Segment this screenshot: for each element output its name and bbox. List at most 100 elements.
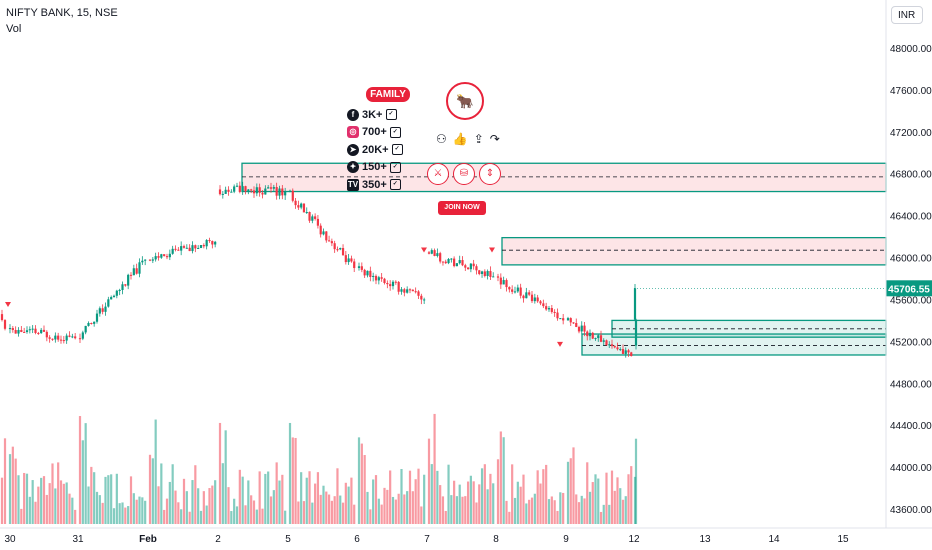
candle (374, 275, 378, 281)
volume-bar (281, 474, 284, 524)
volume-bar (118, 503, 121, 524)
candle (211, 241, 214, 245)
time-tick-label: 12 (628, 534, 640, 545)
candle (154, 256, 157, 260)
volume-bar (599, 511, 603, 524)
candle (496, 276, 500, 278)
volume-bar (25, 473, 29, 524)
candle (403, 289, 406, 293)
volume-bar (591, 482, 594, 524)
volume-bar (619, 488, 622, 524)
forward-icon[interactable]: ↷ (489, 132, 500, 146)
volume-bar (397, 493, 400, 524)
volume-bar (157, 486, 160, 524)
bull-bear-icon[interactable]: ⚔ (427, 163, 449, 185)
candle (264, 188, 267, 195)
candle (602, 340, 605, 342)
volume-bar (336, 468, 339, 524)
candle (138, 262, 141, 274)
volume-bar (297, 501, 300, 524)
volume-bar (294, 437, 297, 524)
candle (302, 203, 306, 213)
signal-arrow (421, 247, 427, 253)
currency-button[interactable]: INR (891, 6, 923, 24)
candle (230, 191, 233, 193)
volume-bar (275, 462, 278, 524)
volume-bar (502, 437, 505, 524)
social-count: 150+ (362, 161, 387, 173)
verified-icon: ✓ (391, 144, 403, 155)
candle (394, 281, 397, 283)
volume-bar (511, 464, 514, 524)
volume-bar (492, 483, 495, 524)
chart-cart-icon[interactable]: ⛁ (453, 163, 475, 185)
volume-bar (594, 474, 597, 524)
volume-bar (516, 481, 519, 524)
volume-bar (519, 486, 522, 524)
join-now-button[interactable]: JOIN NOW (438, 201, 486, 215)
volume-bar (214, 480, 217, 524)
candle (562, 318, 565, 321)
candle (427, 252, 431, 254)
candle (34, 328, 37, 333)
verified-icon: ✓ (389, 161, 401, 173)
candle (389, 284, 392, 287)
time-tick-label: 5 (285, 534, 291, 545)
volume-bar (62, 483, 65, 524)
candle (414, 291, 417, 293)
volume-bar (211, 485, 214, 524)
volume-bar (107, 475, 110, 524)
volume-bar (344, 482, 347, 524)
candle (71, 336, 74, 338)
price-tick-label: 46800.00 (890, 170, 932, 181)
candle (492, 276, 495, 278)
price-tick-label: 45600.00 (890, 295, 932, 306)
volume-bar (278, 480, 281, 524)
volume-bar (553, 500, 556, 524)
candle (132, 268, 135, 276)
candle (411, 289, 414, 292)
candle (588, 332, 592, 337)
verified-icon: ✓ (389, 126, 401, 138)
social-row: ◎ 700+ ✓ (347, 125, 401, 140)
up-down-icon[interactable]: ⇕ (479, 163, 501, 185)
add-user-icon[interactable]: ⚇ (436, 132, 447, 146)
volume-bar (14, 458, 17, 524)
volume-bar (406, 491, 409, 524)
candle (17, 329, 20, 334)
candle (499, 277, 502, 285)
candle (430, 250, 433, 254)
candle (165, 256, 169, 258)
candle (441, 261, 445, 263)
candle (311, 216, 314, 221)
candle (583, 325, 586, 332)
candle (605, 340, 608, 346)
candle (366, 270, 369, 276)
candle (630, 352, 633, 357)
social-count: 700+ (362, 126, 387, 138)
volume-bar (533, 493, 536, 524)
time-tick-label: 15 (837, 534, 849, 545)
candle (151, 259, 154, 261)
price-tick-label: 44800.00 (890, 379, 932, 390)
share-icon[interactable]: ⇪ (473, 132, 484, 146)
candle (42, 329, 46, 332)
candle (486, 271, 489, 276)
volume-bar (115, 473, 118, 524)
candle (48, 337, 51, 339)
candle (539, 301, 542, 304)
thumbs-up-icon[interactable]: 👍 (452, 132, 468, 146)
volume-bar (562, 492, 565, 524)
volume-bar (104, 476, 107, 524)
candle (284, 191, 287, 196)
candle (566, 318, 570, 321)
candle (397, 281, 400, 292)
candle (391, 281, 395, 287)
candle (525, 292, 528, 299)
volume-bar (28, 496, 31, 524)
volume-bar (199, 510, 203, 524)
volume-bar (71, 497, 74, 524)
last-price-tag (886, 280, 932, 297)
volume-bar (577, 502, 581, 524)
